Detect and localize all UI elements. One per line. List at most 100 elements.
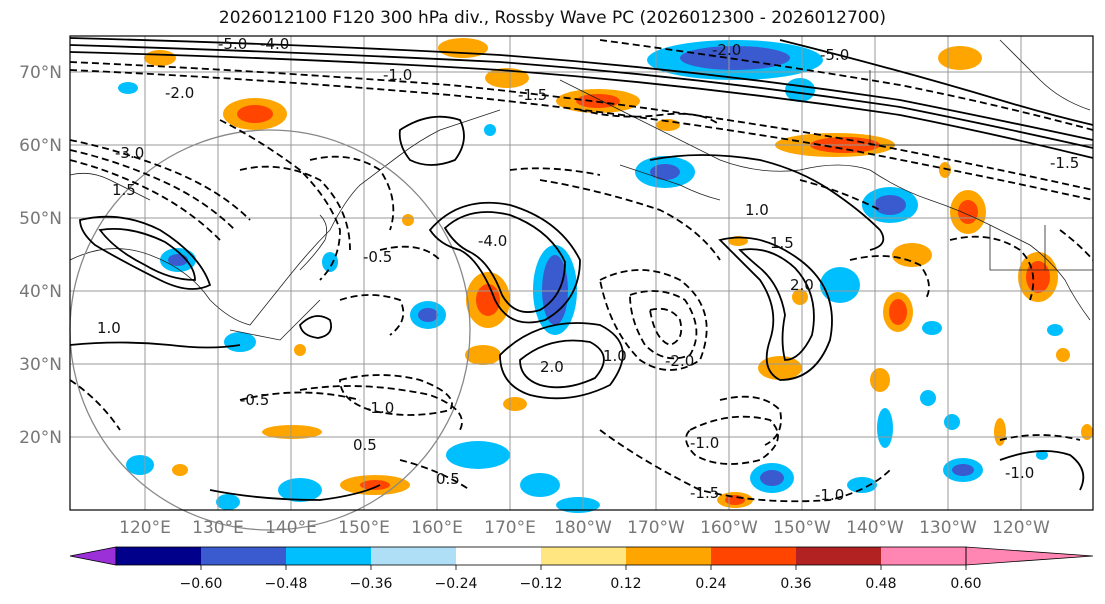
neg-blob bbox=[820, 267, 860, 303]
lat-label-50: 50°N bbox=[19, 209, 62, 229]
neg-blob bbox=[944, 414, 960, 430]
colorbar-segment bbox=[881, 547, 966, 565]
pos-blob bbox=[294, 344, 306, 356]
contour-label: -1.0 bbox=[815, 486, 844, 504]
neg-blob bbox=[520, 473, 560, 497]
map-border bbox=[69, 35, 1094, 511]
colorbar-tick-label: −0.12 bbox=[520, 576, 563, 592]
neg-blob bbox=[446, 441, 510, 469]
contour-label: -5.0 bbox=[218, 35, 247, 53]
lon-label: 120°E bbox=[119, 518, 171, 538]
colorbar-tick-label: −0.48 bbox=[265, 576, 308, 592]
pos-blob-core bbox=[1026, 261, 1050, 293]
solid-contours bbox=[69, 37, 1094, 501]
contour-label: 1.0 bbox=[745, 201, 769, 219]
colorbar-tick-label: 0.36 bbox=[780, 576, 811, 592]
contour-label: -4.0 bbox=[260, 35, 289, 53]
pos-blob bbox=[172, 464, 188, 476]
contour-label: -1.5 bbox=[518, 86, 547, 104]
colorbar-tick-label: −0.36 bbox=[350, 576, 393, 592]
contour-label: -2.0 bbox=[165, 84, 194, 102]
contour-label: -3.0 bbox=[115, 144, 144, 162]
contour-labels: -5.0 -4.0 -2.0 -1.0 -1.5 -3.0 -0.5 1.0 1… bbox=[97, 35, 1079, 504]
neg-blob bbox=[556, 497, 600, 513]
lon-label: 160°E bbox=[411, 518, 463, 538]
contour-label: -1.0 bbox=[690, 434, 719, 452]
pos-blob bbox=[485, 68, 529, 88]
contour-label: 0.5 bbox=[436, 470, 460, 488]
lon-label: 170°E bbox=[484, 518, 536, 538]
colorbar-tick-label: 0.48 bbox=[865, 576, 896, 592]
lon-label: 130°E bbox=[192, 518, 244, 538]
longitude-labels: 120°E 130°E 140°E 150°E 160°E 170°E 180°… bbox=[119, 518, 1050, 538]
pos-blob bbox=[1056, 348, 1070, 362]
contour-label: 1.5 bbox=[112, 181, 136, 199]
chart-title: 2026012100 F120 300 hPa div., Rossby Wav… bbox=[218, 8, 887, 28]
colorbar: −0.60 −0.48 −0.36 −0.24 −0.12 0.12 0.24 … bbox=[69, 546, 1094, 592]
latitude-labels: 70°N 60°N 50°N 40°N 30°N 20°N bbox=[19, 63, 62, 448]
lon-label: 120°W bbox=[992, 518, 1050, 538]
colorbar-segment bbox=[201, 547, 286, 565]
neg-blob bbox=[118, 82, 138, 94]
pos-blob bbox=[938, 46, 982, 70]
pos-blob-core bbox=[237, 105, 273, 123]
neg-blob bbox=[484, 124, 496, 136]
contour-label: -1.5 bbox=[690, 484, 719, 502]
colorbar-segment bbox=[456, 547, 541, 565]
pos-blob bbox=[262, 425, 322, 439]
neg-blob bbox=[847, 477, 877, 493]
contour-label: -1.0 bbox=[1005, 464, 1034, 482]
colorbar-segment bbox=[116, 547, 201, 565]
neg-blob bbox=[1047, 324, 1063, 336]
colorbar-tick-label: 0.60 bbox=[950, 576, 981, 592]
colorbar-segment bbox=[626, 547, 711, 565]
contour-label: -1.5 bbox=[1050, 154, 1079, 172]
pos-blob bbox=[402, 214, 414, 226]
colorbar-extend-right bbox=[965, 546, 1094, 566]
colorbar-segment bbox=[711, 547, 796, 565]
neg-blob bbox=[126, 455, 154, 475]
contour-label: -0.5 bbox=[363, 248, 392, 266]
neg-blob bbox=[224, 332, 256, 352]
colorbar-segment bbox=[541, 547, 626, 565]
colorbar-segment bbox=[796, 547, 881, 565]
contour-label: -4.0 bbox=[478, 232, 507, 250]
lat-label-20: 20°N bbox=[19, 428, 62, 448]
contour-label: 1.5 bbox=[770, 234, 794, 252]
lon-label: 130°W bbox=[919, 518, 977, 538]
colorbar-tick-label: 0.24 bbox=[695, 576, 726, 592]
pos-blob-core bbox=[476, 284, 500, 316]
neg-blob-core bbox=[680, 46, 790, 70]
neg-blob bbox=[785, 78, 815, 102]
pos-blob bbox=[1081, 424, 1093, 440]
contour-label: -2.0 bbox=[665, 352, 694, 370]
pos-blob bbox=[994, 418, 1006, 446]
colorbar-segment bbox=[371, 547, 456, 565]
lat-label-30: 30°N bbox=[19, 355, 62, 375]
pos-blob bbox=[792, 289, 808, 305]
lat-label-60: 60°N bbox=[19, 136, 62, 156]
neg-blob-core bbox=[874, 195, 906, 215]
pos-blob bbox=[892, 243, 932, 267]
lon-label: 140°E bbox=[265, 518, 317, 538]
neg-blob bbox=[920, 390, 936, 406]
neg-blob-core bbox=[760, 470, 784, 486]
lon-label: 180°W bbox=[554, 518, 612, 538]
contour-label: 1.0 bbox=[97, 319, 121, 337]
lon-label: 170°W bbox=[627, 518, 685, 538]
pos-blob bbox=[144, 50, 176, 66]
contour-label: 1.0 bbox=[603, 347, 627, 365]
colorbar-ticks bbox=[200, 565, 967, 570]
contour-label: -5.0 bbox=[820, 46, 849, 64]
neg-blob-core bbox=[168, 254, 188, 266]
pos-blob bbox=[758, 356, 802, 380]
neg-blob bbox=[278, 478, 322, 502]
contour-label: -0.5 bbox=[240, 391, 269, 409]
neg-blob bbox=[877, 408, 893, 448]
colorbar-segment bbox=[286, 547, 371, 565]
colorbar-tick-label: 0.12 bbox=[610, 576, 641, 592]
lat-label-70: 70°N bbox=[19, 63, 62, 83]
lon-label: 160°W bbox=[700, 518, 758, 538]
neg-blob-core bbox=[650, 164, 680, 180]
